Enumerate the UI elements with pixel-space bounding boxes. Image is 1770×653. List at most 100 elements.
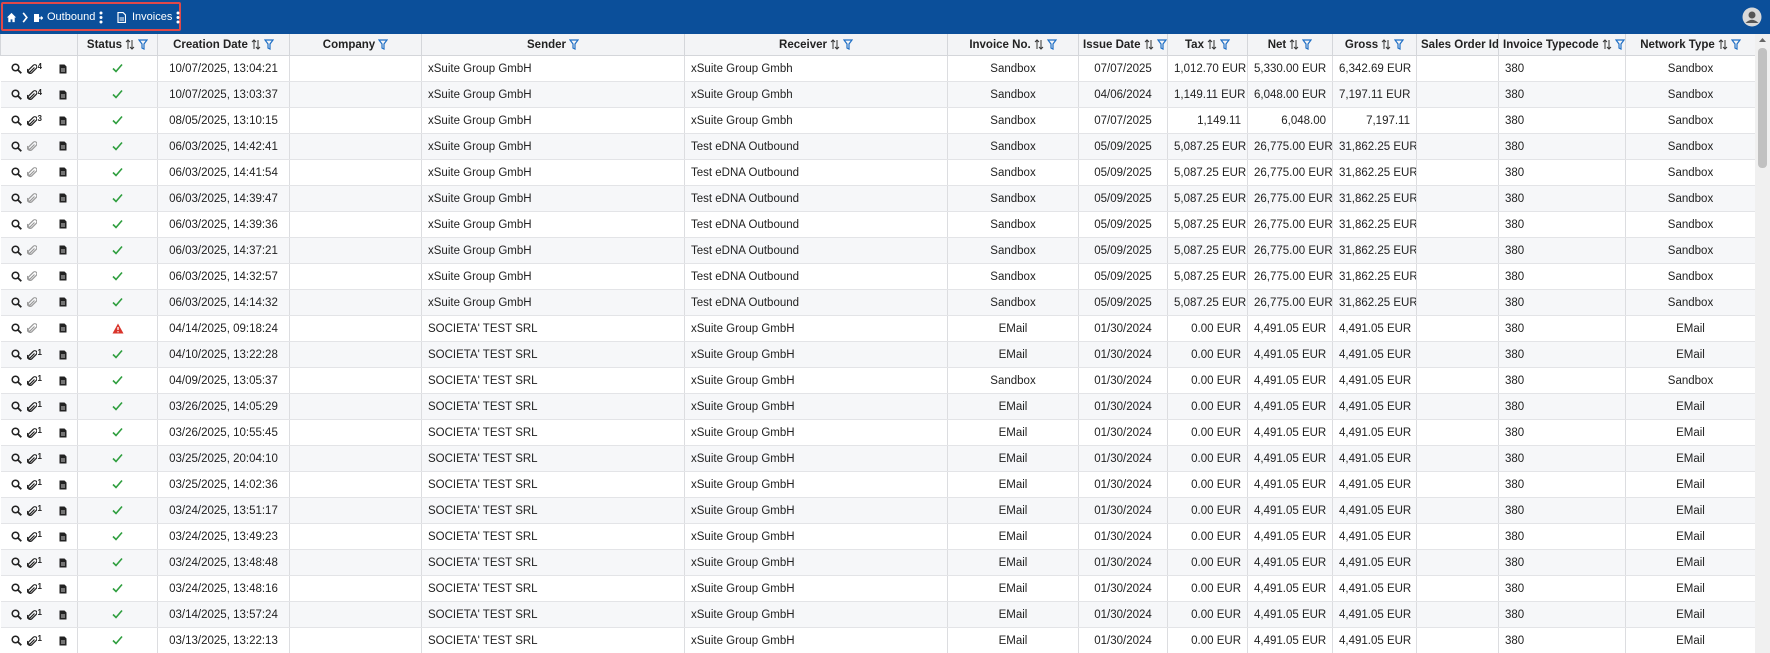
- breadcrumb-item[interactable]: Invoices: [132, 11, 173, 23]
- attachment-icon[interactable]: [26, 636, 37, 647]
- attachment-icon[interactable]: [26, 116, 37, 127]
- table-row[interactable]: 06/03/2025, 14:32:57 xSuite Group GmbH Tes…: [0, 263, 1755, 290]
- document-icon[interactable]: [59, 610, 67, 620]
- attachment[interactable]: 1: [26, 608, 53, 622]
- attachment[interactable]: [26, 296, 53, 308]
- table-row[interactable]: 06/03/2025, 14:42:41 xSuite Group GmbH Tes…: [0, 133, 1755, 160]
- document-icon[interactable]: [59, 193, 67, 203]
- document-icon[interactable]: [59, 480, 67, 490]
- attachment[interactable]: 1: [26, 478, 53, 492]
- view-icon[interactable]: [10, 141, 22, 152]
- attachment-icon[interactable]: [26, 219, 37, 230]
- view-icon[interactable]: [10, 583, 22, 594]
- attachment[interactable]: 1: [26, 556, 53, 570]
- attachment[interactable]: [26, 166, 53, 178]
- column-header[interactable]: Invoice No.: [947, 34, 1079, 56]
- sort-icon[interactable]: [1207, 39, 1217, 50]
- document-icon[interactable]: [59, 428, 67, 438]
- view-icon[interactable]: [10, 271, 22, 282]
- document-icon[interactable]: [59, 558, 67, 568]
- attachment-icon[interactable]: [26, 141, 37, 152]
- sort-icon[interactable]: [1144, 39, 1154, 50]
- attachment[interactable]: [26, 218, 53, 230]
- table-row[interactable]: 4 10/07/2025, 13:04:21 xSuite Group GmbH xS…: [0, 55, 1755, 82]
- document-icon[interactable]: [59, 506, 67, 516]
- attachment-icon[interactable]: [26, 350, 37, 361]
- attachment[interactable]: 1: [26, 400, 53, 414]
- attachment-icon[interactable]: [26, 297, 37, 308]
- view-icon[interactable]: [10, 193, 22, 204]
- filter-icon[interactable]: [1614, 39, 1625, 50]
- table-row[interactable]: 1 03/13/2025, 13:22:13 SOCIETA' TEST SRL xS…: [0, 627, 1755, 653]
- filter-icon[interactable]: [1302, 39, 1313, 50]
- user-avatar[interactable]: [1742, 7, 1762, 27]
- table-row[interactable]: 1 03/26/2025, 14:05:29 SOCIETA' TEST SRL xS…: [0, 393, 1755, 420]
- attachment-icon[interactable]: [26, 271, 37, 282]
- table-row[interactable]: 06/03/2025, 14:39:47 xSuite Group GmbH Tes…: [0, 185, 1755, 212]
- document-icon[interactable]: [59, 271, 67, 281]
- table-row[interactable]: 4 10/07/2025, 13:03:37 xSuite Group GmbH xS…: [0, 81, 1755, 108]
- document-icon[interactable]: [59, 584, 67, 594]
- attachment-icon[interactable]: [26, 323, 37, 334]
- attachment-icon[interactable]: [26, 402, 37, 413]
- filter-icon[interactable]: [1730, 39, 1741, 50]
- column-header[interactable]: Tax: [1167, 34, 1248, 56]
- filter-icon[interactable]: [137, 39, 149, 50]
- attachment[interactable]: 1: [26, 348, 53, 362]
- view-icon[interactable]: [10, 245, 22, 256]
- attachment-icon[interactable]: [26, 376, 37, 387]
- sort-icon[interactable]: [125, 39, 135, 50]
- view-icon[interactable]: [10, 349, 22, 360]
- table-row[interactable]: 1 03/14/2025, 13:57:24 SOCIETA' TEST SRL xS…: [0, 601, 1755, 628]
- view-icon[interactable]: [10, 453, 22, 464]
- column-header[interactable]: Sales Order Id: [1416, 34, 1499, 56]
- document-icon[interactable]: [59, 454, 67, 464]
- column-header[interactable]: Receiver: [684, 34, 948, 56]
- attachment-icon[interactable]: [26, 90, 37, 101]
- home-icon[interactable]: [6, 12, 17, 23]
- attachment-icon[interactable]: [26, 193, 37, 204]
- table-row[interactable]: 3 08/05/2025, 13:10:15 xSuite Group GmbH xS…: [0, 107, 1755, 134]
- attachment[interactable]: [26, 322, 53, 334]
- sort-icon[interactable]: [1718, 39, 1728, 50]
- attachment[interactable]: 1: [26, 530, 53, 544]
- document-icon[interactable]: [59, 245, 67, 255]
- attachment[interactable]: [26, 140, 53, 152]
- column-header[interactable]: Creation Date: [157, 34, 290, 56]
- attachment[interactable]: 4: [26, 88, 53, 102]
- column-header[interactable]: Invoice Typecode: [1498, 34, 1626, 56]
- view-icon[interactable]: [10, 609, 22, 620]
- document-icon[interactable]: [59, 402, 67, 412]
- attachment[interactable]: 1: [26, 504, 53, 518]
- document-icon[interactable]: [59, 167, 67, 177]
- view-icon[interactable]: [10, 63, 22, 74]
- table-row[interactable]: 1 04/10/2025, 13:22:28 SOCIETA' TEST SRL xS…: [0, 341, 1755, 368]
- attachment[interactable]: [26, 244, 53, 256]
- sort-icon[interactable]: [1602, 39, 1612, 50]
- attachment[interactable]: 1: [26, 374, 53, 388]
- table-row[interactable]: 1 03/24/2025, 13:48:16 SOCIETA' TEST SRL xS…: [0, 575, 1755, 602]
- table-row[interactable]: 06/03/2025, 14:14:32 xSuite Group GmbH Tes…: [0, 289, 1755, 316]
- table-row[interactable]: 1 03/24/2025, 13:51:17 SOCIETA' TEST SRL xS…: [0, 497, 1755, 524]
- filter-icon[interactable]: [263, 39, 275, 50]
- column-header[interactable]: Net: [1247, 34, 1333, 56]
- attachment-icon[interactable]: [26, 480, 37, 491]
- document-icon[interactable]: [59, 323, 67, 333]
- scroll-thumb[interactable]: [1758, 48, 1767, 168]
- attachment-icon[interactable]: [26, 610, 37, 621]
- menu-icon[interactable]: [99, 11, 103, 24]
- table-row[interactable]: 06/03/2025, 14:41:54 xSuite Group GmbH Tes…: [0, 159, 1755, 186]
- table-row[interactable]: 1 03/24/2025, 13:48:48 SOCIETA' TEST SRL xS…: [0, 549, 1755, 576]
- view-icon[interactable]: [10, 115, 22, 126]
- document-icon[interactable]: [59, 116, 67, 126]
- view-icon[interactable]: [10, 635, 22, 646]
- attachment-icon[interactable]: [26, 428, 37, 439]
- table-row[interactable]: 1 03/25/2025, 20:04:10 SOCIETA' TEST SRL xS…: [0, 445, 1755, 472]
- filter-icon[interactable]: [1219, 39, 1231, 50]
- scrollbar[interactable]: [1755, 34, 1770, 653]
- attachment[interactable]: 1: [26, 634, 53, 648]
- filter-icon[interactable]: [568, 39, 580, 50]
- table-row[interactable]: 06/03/2025, 14:37:21 xSuite Group GmbH Tes…: [0, 237, 1755, 264]
- table-row[interactable]: 1 03/25/2025, 14:02:36 SOCIETA' TEST SRL xS…: [0, 471, 1755, 498]
- column-header[interactable]: Network Type: [1625, 34, 1755, 56]
